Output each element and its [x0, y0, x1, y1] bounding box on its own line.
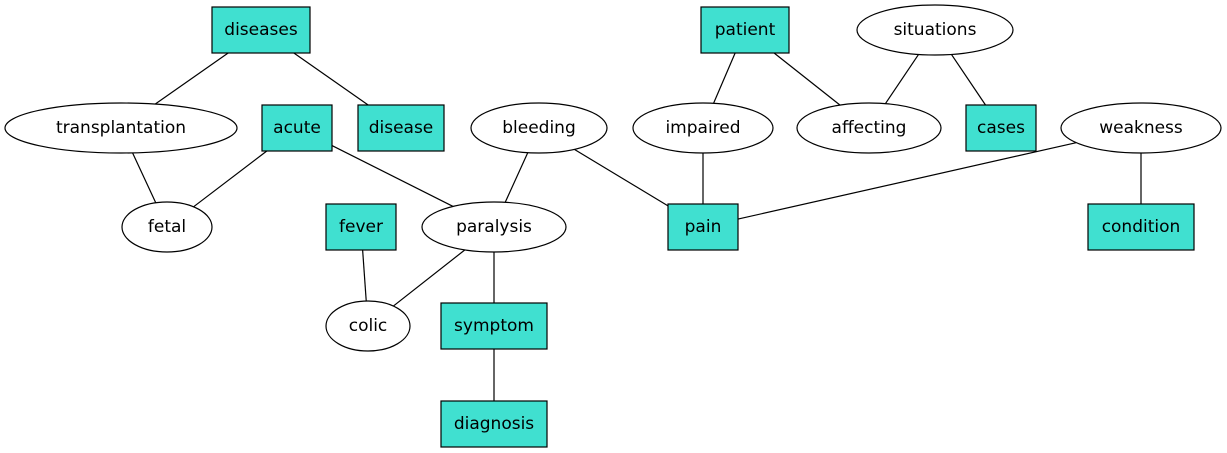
node-label-paralysis: paralysis: [456, 217, 532, 237]
edge-situations-affecting: [884, 54, 920, 104]
node-label-symptom: symptom: [454, 316, 534, 336]
node-situations: situations: [856, 4, 1014, 56]
node-diseases: diseases: [211, 6, 311, 54]
node-impaired: impaired: [632, 102, 774, 154]
node-label-weakness: weakness: [1099, 118, 1183, 138]
node-bleeding: bleeding: [470, 102, 608, 154]
node-label-fetal: fetal: [148, 217, 186, 237]
node-affecting: affecting: [796, 102, 942, 154]
node-patient: patient: [700, 6, 790, 54]
edge-patient-impaired: [713, 52, 736, 104]
node-paralysis: paralysis: [421, 201, 567, 253]
node-label-patient: patient: [715, 20, 776, 40]
node-ellipse-fetal: [121, 201, 213, 253]
node-disease: disease: [357, 104, 445, 152]
node-transplantation: transplantation: [4, 102, 238, 154]
node-box-diagnosis: [440, 400, 548, 448]
node-ellipse-paralysis: [421, 201, 567, 253]
node-label-diagnosis: diagnosis: [454, 414, 534, 434]
node-box-pain: [667, 203, 739, 251]
edge-acute-paralysis: [331, 145, 454, 207]
node-label-transplantation: transplantation: [56, 118, 186, 138]
node-condition: condition: [1087, 203, 1195, 251]
node-ellipse-affecting: [796, 102, 942, 154]
node-ellipse-colic: [325, 300, 411, 352]
node-fever: fever: [325, 203, 397, 251]
node-box-symptom: [440, 302, 548, 350]
edge-patient-affecting: [773, 52, 841, 106]
node-box-diseases: [211, 6, 311, 54]
node-label-diseases: diseases: [224, 20, 298, 40]
node-diagnosis: diagnosis: [440, 400, 548, 448]
edge-transplantation-fetal: [132, 152, 157, 204]
edge-paralysis-colic: [392, 249, 466, 307]
node-box-cases: [965, 104, 1037, 152]
edge-fever-colic: [362, 249, 367, 302]
node-label-impaired: impaired: [665, 118, 740, 138]
node-label-situations: situations: [894, 20, 977, 40]
node-ellipse-transplantation: [4, 102, 238, 154]
node-ellipse-bleeding: [470, 102, 608, 154]
node-acute: acute: [261, 104, 333, 152]
node-label-bleeding: bleeding: [502, 118, 576, 138]
edge-diseases-transplantation: [154, 52, 229, 105]
node-pain: pain: [667, 203, 739, 251]
edge-bleeding-pain: [574, 148, 669, 207]
node-fetal: fetal: [121, 201, 213, 253]
node-box-patient: [700, 6, 790, 54]
node-label-pain: pain: [685, 217, 722, 237]
node-box-acute: [261, 104, 333, 152]
node-label-acute: acute: [273, 118, 321, 138]
edge-bleeding-paralysis: [504, 152, 529, 203]
node-label-condition: condition: [1102, 217, 1181, 237]
node-label-colic: colic: [349, 316, 388, 336]
node-weakness: weakness: [1060, 102, 1222, 154]
edge-diseases-disease: [293, 52, 369, 106]
node-ellipse-weakness: [1060, 102, 1222, 154]
node-box-fever: [325, 203, 397, 251]
node-colic: colic: [325, 300, 411, 352]
node-symptom: symptom: [440, 302, 548, 350]
edge-situations-cases: [950, 54, 987, 106]
node-label-affecting: affecting: [832, 118, 907, 138]
node-label-fever: fever: [339, 217, 383, 237]
edge-acute-fetal: [193, 150, 268, 208]
node-label-disease: disease: [369, 118, 434, 138]
node-cases: cases: [965, 104, 1037, 152]
edge-weakness-pain: [737, 142, 1077, 220]
node-box-condition: [1087, 203, 1195, 251]
node-ellipse-impaired: [632, 102, 774, 154]
node-label-cases: cases: [977, 118, 1025, 138]
node-box-disease: [357, 104, 445, 152]
node-ellipse-situations: [856, 4, 1014, 56]
